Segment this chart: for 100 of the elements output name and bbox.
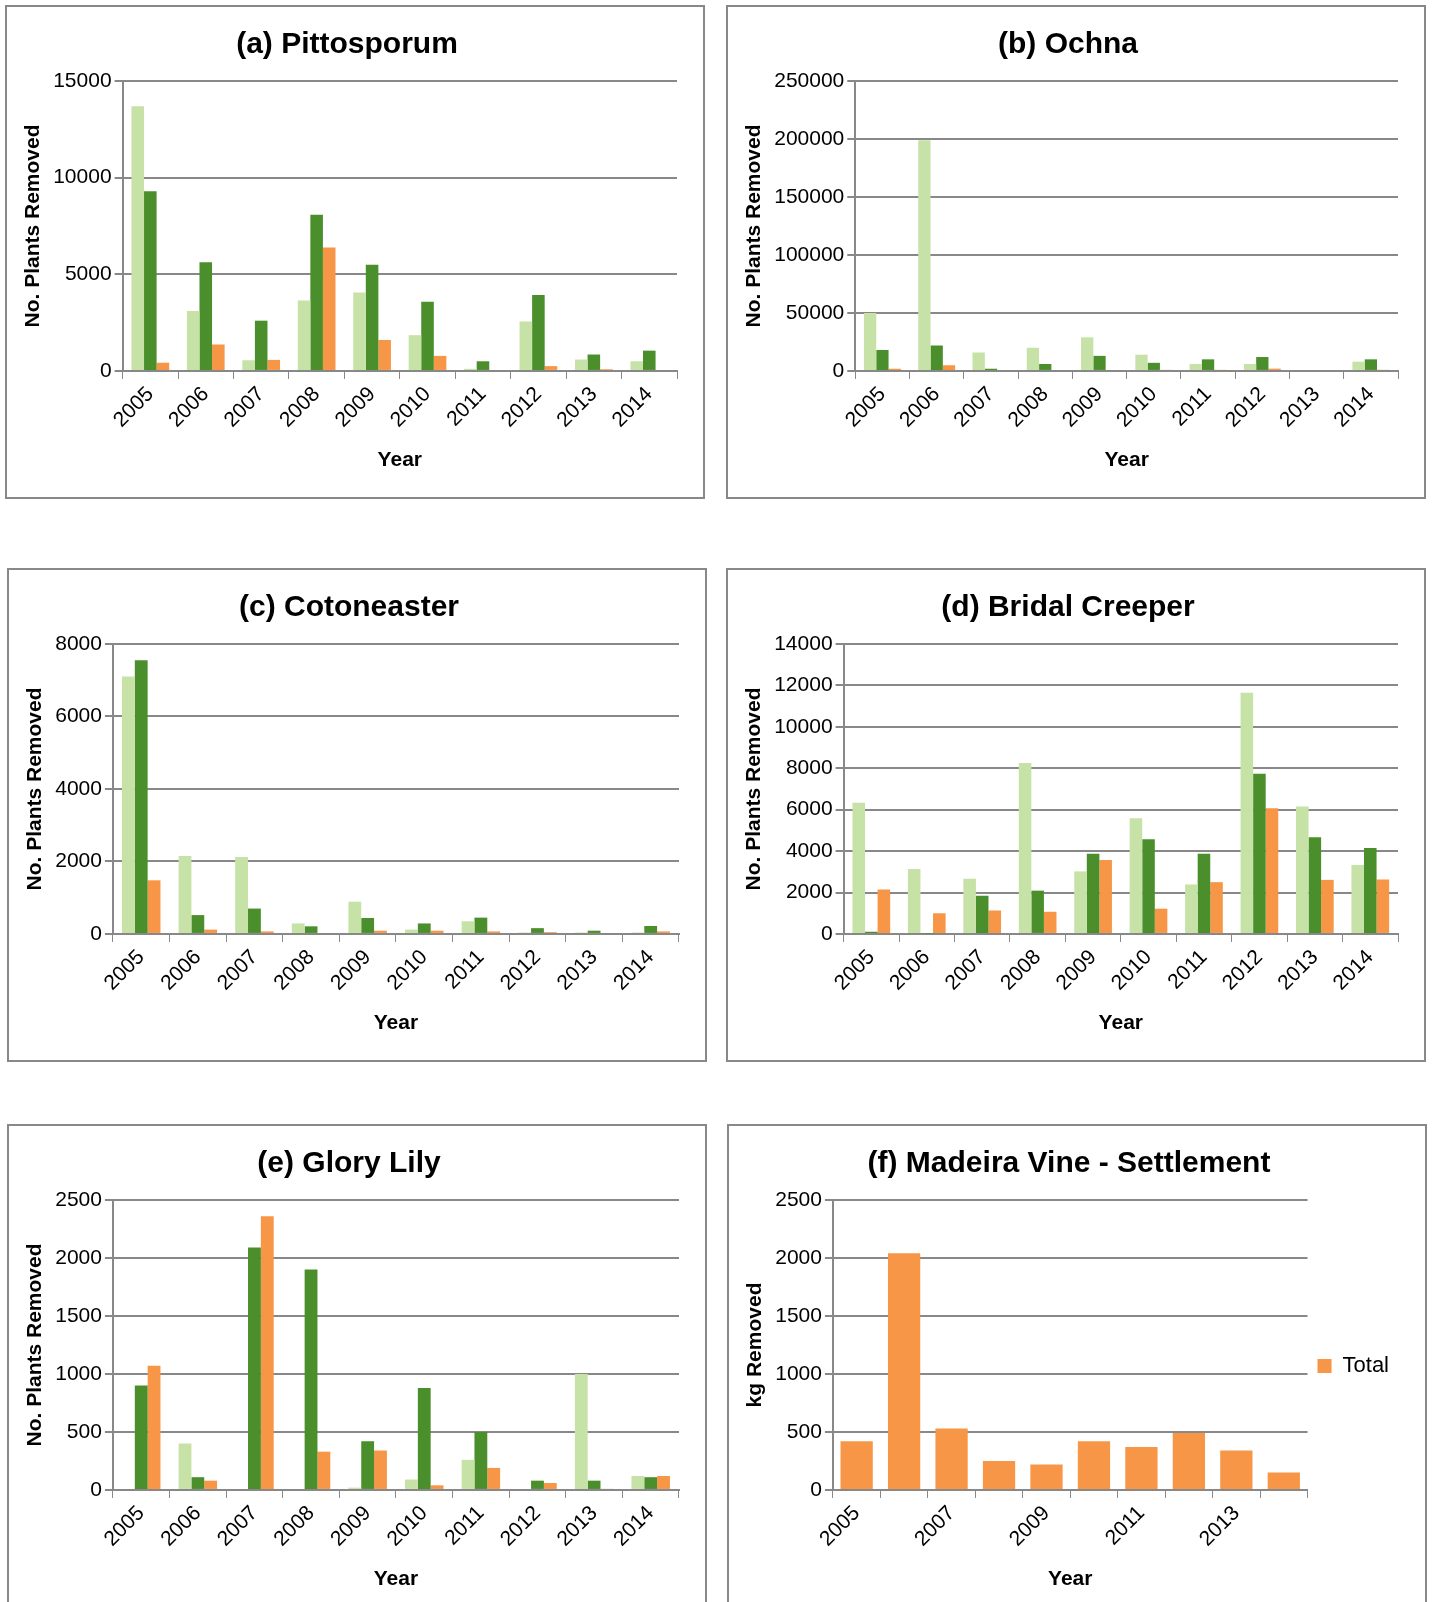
- bar: [304, 926, 318, 933]
- bar: [544, 366, 558, 370]
- chart-title: (e) Glory Lily: [257, 1145, 441, 1179]
- y-tick-label: 15000: [53, 67, 112, 91]
- x-axis-title: Year: [373, 1566, 419, 1590]
- bar: [191, 1477, 205, 1489]
- bar: [1243, 363, 1257, 370]
- chart-title: (b) Ochna: [998, 26, 1139, 60]
- y-tick-label: 10000: [774, 713, 833, 737]
- bar: [430, 930, 444, 933]
- bar: [988, 910, 1002, 933]
- bar: [887, 1253, 921, 1489]
- bar: [199, 262, 213, 370]
- bar: [1125, 1447, 1158, 1489]
- y-tick-label: 2000: [785, 879, 833, 903]
- bar: [322, 247, 336, 370]
- bar: [1185, 884, 1198, 933]
- bar: [291, 923, 305, 933]
- y-tick-label: 2000: [775, 1244, 822, 1268]
- y-tick-label: 100000: [774, 241, 845, 265]
- bar: [840, 1441, 873, 1489]
- bar: [532, 294, 545, 370]
- bar: [304, 1269, 318, 1489]
- bar: [178, 1443, 192, 1489]
- bar: [1308, 837, 1322, 933]
- bar: [1172, 1433, 1206, 1489]
- bar: [260, 1216, 274, 1489]
- bar: [144, 191, 157, 370]
- bar: [1265, 808, 1279, 933]
- bar: [1074, 871, 1087, 933]
- bar: [254, 320, 268, 370]
- y-tick-label: 2000: [55, 1244, 102, 1268]
- bar: [1086, 853, 1100, 933]
- bar: [1352, 361, 1365, 370]
- bar: [317, 1451, 331, 1489]
- bar: [186, 311, 200, 370]
- bar: [417, 923, 431, 933]
- y-tick-label: 10000: [53, 164, 112, 188]
- bar: [1077, 1441, 1111, 1489]
- bar: [1093, 355, 1106, 370]
- chart-title: (d) Bridal Creeper: [941, 589, 1196, 623]
- bar: [365, 264, 379, 370]
- y-tick-label: 2000: [55, 848, 102, 872]
- y-tick-label: 8000: [55, 630, 102, 654]
- bar: [204, 1480, 218, 1489]
- bar: [267, 359, 281, 370]
- bar: [361, 1441, 375, 1489]
- bar: [433, 355, 447, 370]
- bar: [461, 921, 475, 933]
- bar: [487, 1467, 501, 1489]
- bar: [248, 908, 261, 933]
- bar: [1351, 864, 1364, 933]
- bar: [1142, 839, 1155, 933]
- y-tick-label: 14000: [774, 630, 833, 654]
- bar: [1240, 692, 1254, 933]
- bar: [631, 1476, 645, 1489]
- bar: [630, 361, 643, 370]
- y-tick-label: 0: [810, 1476, 822, 1500]
- bar: [476, 361, 490, 370]
- y-tick-label: 6000: [55, 703, 102, 727]
- y-tick-label: 2500: [775, 1186, 822, 1210]
- y-tick-label: 500: [66, 1418, 102, 1442]
- bar: [644, 1477, 658, 1489]
- bar: [374, 930, 387, 933]
- bar: [1210, 882, 1223, 933]
- x-axis-title: Year: [1048, 1566, 1093, 1590]
- bar: [310, 214, 323, 370]
- bar: [461, 1459, 475, 1489]
- bar: [907, 869, 921, 933]
- y-tick-label: 0: [99, 357, 112, 381]
- y-tick-label: 12000: [774, 672, 833, 696]
- y-tick-label: 4000: [785, 837, 833, 861]
- x-axis-title: Year: [1098, 1010, 1143, 1034]
- bar: [1197, 853, 1211, 933]
- y-axis-title: kg Removed: [742, 1282, 766, 1408]
- bar: [353, 292, 366, 370]
- bar: [942, 365, 956, 370]
- bar: [643, 350, 656, 370]
- bar: [1081, 337, 1094, 370]
- bar: [134, 660, 148, 933]
- bar: [474, 1431, 488, 1489]
- bar: [121, 676, 135, 933]
- x-axis-title: Year: [377, 447, 422, 471]
- bar: [1031, 890, 1044, 933]
- bar: [242, 360, 255, 370]
- bar: [587, 354, 601, 370]
- bar: [405, 1479, 418, 1489]
- x-axis-title: Year: [373, 1010, 419, 1034]
- y-axis-title: No. Plants Removed: [20, 124, 44, 328]
- y-tick-label: 1000: [775, 1360, 822, 1384]
- bar: [975, 895, 989, 933]
- bar: [863, 312, 877, 370]
- bar: [972, 352, 985, 370]
- bar: [131, 106, 145, 370]
- bar: [1376, 879, 1390, 933]
- bar: [1201, 359, 1215, 370]
- y-tick-label: 150000: [774, 183, 845, 207]
- bar: [1267, 1472, 1300, 1489]
- chart-title: (a) Pittosporum: [236, 26, 458, 60]
- chart-title: (f) Madeira Vine - Settlement: [867, 1145, 1271, 1179]
